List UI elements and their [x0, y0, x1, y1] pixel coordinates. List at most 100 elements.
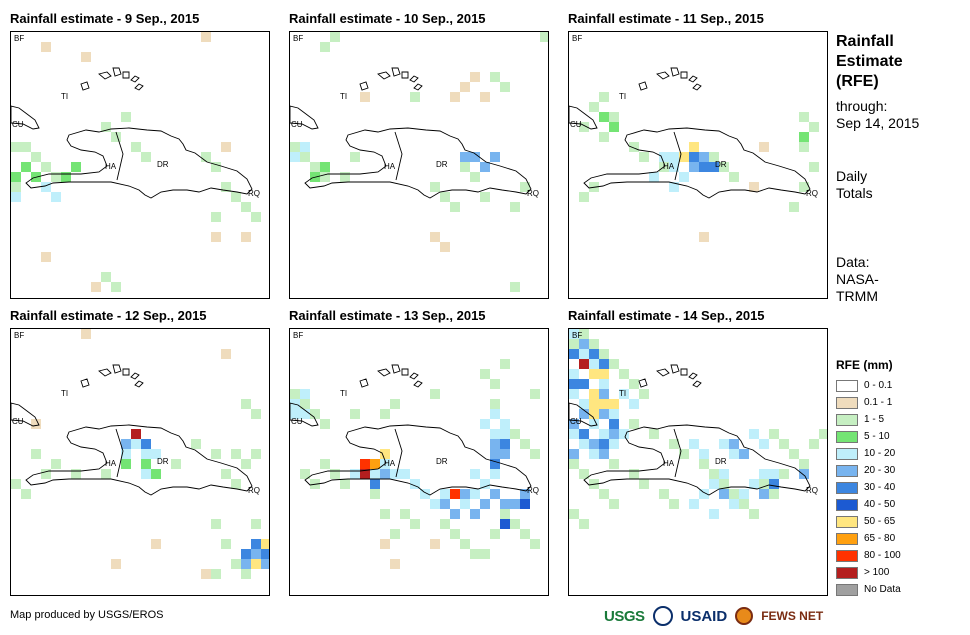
rainfall-cell: [211, 569, 221, 579]
rainfall-cell: [370, 489, 380, 499]
fews-sun-icon: [735, 607, 754, 625]
legend-swatch: [836, 447, 858, 460]
rainfall-cell: [370, 469, 380, 479]
rainfall-cell: [709, 162, 719, 172]
rainfall-cell: [639, 479, 649, 489]
cuba-coastline: [11, 402, 40, 427]
rainfall-cell: [101, 469, 111, 479]
rainfall-cell: [221, 142, 231, 152]
island-coastline: [80, 81, 90, 91]
rainfall-cell: [569, 329, 579, 339]
rainfall-cell: [380, 509, 390, 519]
rainfall-cell: [480, 499, 490, 509]
island-coastline: [359, 81, 369, 91]
legend-label: 5 - 10: [864, 431, 890, 442]
rainfall-cell: [300, 152, 310, 162]
rainfall-cell: [231, 479, 241, 489]
rainfall-cell: [141, 449, 151, 459]
rainfall-cell: [709, 509, 719, 519]
rainfall-grid: [290, 32, 548, 292]
rainfall-cell: [201, 152, 211, 162]
rainfall-cell: [520, 529, 530, 539]
rainfall-cell: [410, 92, 420, 102]
rainfall-cell: [430, 389, 440, 399]
rainfall-cell: [390, 399, 400, 409]
rainfall-cell: [569, 389, 579, 399]
rainfall-cell: [490, 399, 500, 409]
rainfall-cell: [470, 72, 480, 82]
rainfall-cell: [799, 469, 809, 479]
rainfall-cell: [709, 152, 719, 162]
rainfall-cell: [579, 329, 589, 339]
rainfall-cell: [510, 499, 520, 509]
rainfall-cell: [699, 489, 709, 499]
rainfall-cell: [440, 489, 450, 499]
rainfall-cell: [61, 172, 71, 182]
map-label-rq: RQ: [806, 486, 818, 495]
island-coastline: [401, 71, 409, 79]
legend-swatch: [836, 379, 858, 392]
rainfall-cell: [300, 409, 310, 419]
map-label-dr: DR: [157, 160, 169, 169]
island-coastline: [680, 368, 688, 376]
island-coastline: [688, 372, 698, 380]
through-date: through: Sep 14, 2015: [836, 98, 919, 132]
rainfall-cell: [251, 212, 261, 222]
legend-label: 20 - 30: [864, 465, 896, 476]
rainfall-cell: [569, 509, 579, 519]
rainfall-cell: [629, 379, 639, 389]
map-label-ha: HA: [105, 459, 117, 468]
rainfall-cell: [390, 529, 400, 539]
rainfall-cell: [579, 439, 589, 449]
rainfall-cell: [609, 499, 619, 509]
hispaniola-coastline: [583, 127, 811, 199]
rainfall-cell: [669, 152, 679, 162]
rainfall-cell: [669, 162, 679, 172]
map-label-cu: CU: [291, 417, 303, 426]
rainfall-cell: [231, 192, 241, 202]
rainfall-cell: [450, 529, 460, 539]
rfe-legend: RFE (mm) 0 - 0.1 0.1 - 1 1 - 5 5 - 10 10 - 2…: [836, 358, 901, 599]
map-label-ti: TI: [619, 389, 626, 398]
rainfall-cell: [759, 142, 769, 152]
rainfall-cell: [360, 459, 370, 469]
rainfall-cell: [649, 172, 659, 182]
haiti-dr-border: [673, 131, 682, 181]
rainfall-cell: [520, 439, 530, 449]
rainfall-cell: [470, 469, 480, 479]
rainfall-cell: [470, 489, 480, 499]
rainfall-cell: [609, 459, 619, 469]
rainfall-cell: [111, 282, 121, 292]
legend-item: > 100: [836, 565, 901, 580]
rainfall-cell: [490, 152, 500, 162]
rainfall-cell: [290, 152, 300, 162]
rainfall-cell: [629, 469, 639, 479]
rainfall-cell: [340, 479, 350, 489]
rainfall-cell: [11, 192, 21, 202]
map-label-rq: RQ: [806, 189, 818, 198]
rainfall-cell: [241, 549, 251, 559]
rainfall-cell: [320, 42, 330, 52]
panel-title-sep11: Rainfall estimate - 11 Sep., 2015: [568, 11, 764, 26]
rainfall-cell: [91, 282, 101, 292]
rainfall-cell: [310, 409, 320, 419]
rainfall-cell: [231, 449, 241, 459]
rainfall-cell: [290, 409, 300, 419]
rainfall-cell: [251, 519, 261, 529]
island-coastline: [130, 372, 140, 380]
legend-label: 30 - 40: [864, 482, 896, 493]
rainfall-cell: [141, 439, 151, 449]
rainfall-cell: [699, 162, 709, 172]
rainfall-cell: [629, 399, 639, 409]
rainfall-cell: [211, 519, 221, 529]
rainfall-cell: [330, 32, 340, 42]
rainfall-cell: [380, 469, 390, 479]
rainfall-cell: [400, 509, 410, 519]
rainfall-cell: [579, 519, 589, 529]
map-label-bf: BF: [572, 34, 582, 43]
rainfall-cell: [599, 359, 609, 369]
island-coastline: [680, 71, 688, 79]
rainfall-cell: [599, 429, 609, 439]
rainfall-cell: [360, 469, 370, 479]
island-coastline: [692, 380, 702, 388]
